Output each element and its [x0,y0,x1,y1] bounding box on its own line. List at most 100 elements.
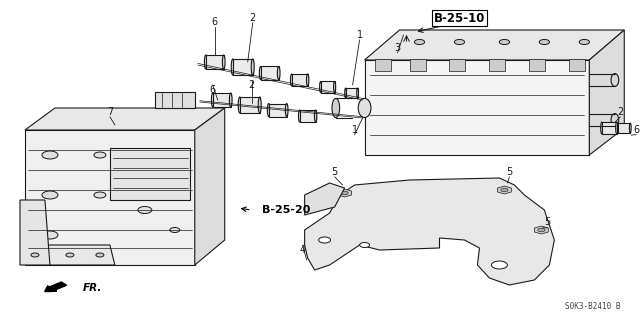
Text: FR.: FR. [83,283,102,293]
Text: 2: 2 [248,80,255,90]
Polygon shape [321,81,335,93]
Ellipse shape [291,74,293,86]
Polygon shape [25,130,195,265]
Ellipse shape [204,55,207,69]
Polygon shape [534,226,548,234]
Text: 1: 1 [351,125,358,135]
Ellipse shape [231,59,234,75]
Text: 7: 7 [107,107,113,117]
Text: 2: 2 [250,13,256,23]
Ellipse shape [307,74,309,86]
Circle shape [170,227,180,233]
FancyArrow shape [45,282,67,292]
Polygon shape [497,186,511,194]
Text: 6: 6 [210,85,216,95]
Ellipse shape [358,99,371,118]
Polygon shape [305,183,344,215]
Ellipse shape [211,93,214,107]
Circle shape [31,253,39,257]
Polygon shape [365,30,624,60]
Circle shape [538,228,545,232]
Circle shape [341,191,348,195]
Bar [449,59,465,71]
Polygon shape [346,88,358,98]
Polygon shape [195,108,225,265]
Text: B-25-10: B-25-10 [434,11,485,25]
Polygon shape [602,122,617,134]
Circle shape [579,40,589,45]
Polygon shape [618,123,630,133]
Circle shape [170,192,180,197]
Ellipse shape [611,114,619,126]
Polygon shape [269,103,287,116]
Polygon shape [300,110,316,122]
Ellipse shape [319,81,322,93]
Text: 3: 3 [394,43,401,53]
Polygon shape [589,30,624,155]
Text: 5: 5 [332,167,338,177]
Bar [374,59,390,71]
Polygon shape [292,74,308,86]
Ellipse shape [259,66,262,79]
Polygon shape [233,59,253,75]
Circle shape [42,151,58,159]
Circle shape [94,192,106,198]
Circle shape [42,191,58,199]
Circle shape [96,253,104,257]
Circle shape [170,152,180,158]
Ellipse shape [314,110,317,122]
Text: B-25-20: B-25-20 [262,205,310,215]
Polygon shape [206,55,224,69]
Text: 6: 6 [633,125,639,135]
Polygon shape [240,97,260,113]
Ellipse shape [356,88,358,98]
Ellipse shape [277,66,280,79]
Ellipse shape [616,122,618,134]
Circle shape [138,206,152,213]
Circle shape [540,40,550,45]
Text: 6: 6 [212,17,218,27]
Text: 5: 5 [544,217,550,227]
Circle shape [138,167,152,174]
Circle shape [66,253,74,257]
Polygon shape [155,92,195,108]
Polygon shape [110,148,190,200]
Polygon shape [212,93,231,107]
Circle shape [492,261,508,269]
Bar [529,59,545,71]
Circle shape [499,40,509,45]
Ellipse shape [298,110,301,122]
Ellipse shape [332,99,340,118]
Circle shape [42,231,58,239]
Bar [570,59,586,71]
Text: S0K3-B2410 B: S0K3-B2410 B [564,302,620,311]
Polygon shape [30,245,115,265]
Circle shape [501,188,508,192]
Ellipse shape [229,93,232,107]
Text: 5: 5 [506,167,513,177]
Polygon shape [305,178,554,285]
Ellipse shape [258,97,261,113]
Ellipse shape [285,103,288,116]
Ellipse shape [601,122,603,134]
Circle shape [319,237,331,243]
Polygon shape [20,200,50,265]
Ellipse shape [629,123,631,133]
Circle shape [94,152,106,158]
Circle shape [454,40,465,45]
Polygon shape [260,66,278,79]
Text: 4: 4 [300,245,306,255]
Circle shape [360,242,369,248]
Ellipse shape [252,59,254,75]
Text: 1: 1 [356,30,363,40]
Ellipse shape [238,97,241,113]
Ellipse shape [222,55,225,69]
Bar [490,59,506,71]
Polygon shape [338,189,351,197]
Polygon shape [365,60,589,155]
Ellipse shape [611,74,619,86]
Circle shape [415,40,424,45]
Ellipse shape [618,123,619,133]
Polygon shape [25,108,225,130]
Ellipse shape [345,88,346,98]
